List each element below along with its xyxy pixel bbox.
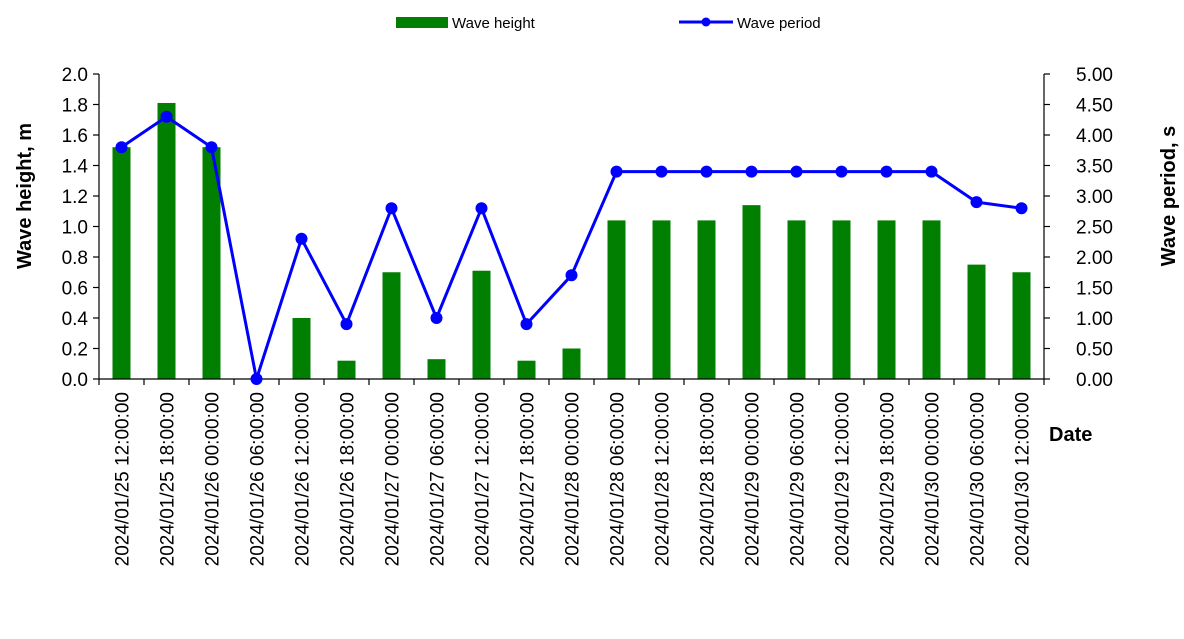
point-wave-period (475, 202, 488, 215)
x-tick-label: 2024/01/27 00:00:00 (383, 392, 404, 566)
bar-wave-height (337, 360, 356, 379)
y2-tick-label: 5.00 (1076, 65, 1113, 86)
y-axis-title: Wave height, m (14, 123, 36, 269)
y-tick-label: 0.4 (62, 309, 89, 330)
y-tick-label: 1.2 (62, 187, 88, 208)
y2-tick-label: 1.50 (1076, 279, 1113, 300)
bar-wave-height (697, 220, 716, 379)
point-wave-period (160, 110, 173, 123)
y-tick-label: 1.8 (62, 96, 88, 117)
x-axis-title: Date (1049, 424, 1092, 446)
point-wave-period (700, 165, 713, 178)
y-tick-label: 1.6 (62, 126, 88, 147)
bar-wave-height (742, 205, 761, 379)
point-wave-period (970, 196, 983, 209)
y2-tick-label: 1.00 (1076, 309, 1113, 330)
x-tick-label: 2024/01/25 12:00:00 (113, 392, 134, 566)
y-tick-label: 1.0 (62, 218, 88, 239)
x-tick-label: 2024/01/26 06:00:00 (248, 392, 269, 566)
bar-wave-height (562, 348, 581, 379)
bar-wave-height (112, 147, 131, 379)
bar-wave-height (967, 264, 986, 379)
point-wave-period (385, 202, 398, 215)
bar-wave-height (202, 147, 221, 379)
legend-label-wave-period: Wave period (737, 15, 821, 32)
x-tick-label: 2024/01/29 12:00:00 (833, 392, 854, 566)
y2-tick-label: 4.50 (1076, 96, 1113, 117)
y2-tick-label: 4.00 (1076, 126, 1113, 147)
y2-tick-label: 3.50 (1076, 157, 1113, 178)
x-tick-label: 2024/01/29 18:00:00 (878, 392, 899, 566)
x-tick-label: 2024/01/27 12:00:00 (473, 392, 494, 566)
bar-wave-height (877, 220, 896, 379)
y2-tick-label: 0.50 (1076, 340, 1113, 361)
bar-wave-height (832, 220, 851, 379)
point-wave-period (745, 165, 758, 178)
bar-wave-height (382, 272, 401, 379)
x-tick-label: 2024/01/28 00:00:00 (563, 392, 584, 566)
x-tick-label: 2024/01/30 12:00:00 (1013, 392, 1034, 566)
y-tick-label: 0.2 (62, 340, 88, 361)
x-tick-label: 2024/01/26 00:00:00 (203, 392, 224, 566)
y-tick-label: 1.4 (62, 157, 89, 178)
bar-wave-height (652, 220, 671, 379)
point-wave-period (565, 269, 578, 282)
point-wave-period (790, 165, 803, 178)
x-tick-label: 2024/01/30 00:00:00 (923, 392, 944, 566)
x-tick-label: 2024/01/29 00:00:00 (743, 392, 764, 566)
point-wave-period (1015, 202, 1028, 215)
x-tick-label: 2024/01/26 18:00:00 (338, 392, 359, 566)
bar-wave-height (472, 270, 491, 379)
legend-swatch-wave-height (396, 17, 448, 28)
x-tick-label: 2024/01/27 18:00:00 (518, 392, 539, 566)
bar-wave-height (427, 359, 446, 379)
x-tick-label: 2024/01/29 06:00:00 (788, 392, 809, 566)
bar-wave-height (292, 318, 311, 379)
bar-wave-height (517, 360, 536, 379)
point-wave-period (250, 373, 263, 385)
x-tick-label: 2024/01/28 06:00:00 (608, 392, 629, 566)
point-wave-period (880, 165, 893, 178)
bar-wave-height (922, 220, 941, 379)
point-wave-period (115, 141, 128, 154)
point-wave-period (295, 232, 308, 245)
point-wave-period (340, 318, 353, 331)
y2-tick-label: 3.00 (1076, 187, 1113, 208)
y2-tick-label: 2.50 (1076, 218, 1113, 239)
point-wave-period (430, 312, 443, 324)
y-tick-label: 0.8 (62, 248, 88, 269)
point-wave-period (835, 165, 848, 178)
y2-tick-label: 2.00 (1076, 248, 1113, 269)
x-tick-label: 2024/01/27 06:00:00 (428, 392, 449, 566)
point-wave-period (655, 165, 668, 178)
bar-wave-height (787, 220, 806, 379)
y2-axis-title: Wave period, s (1158, 126, 1180, 266)
legend: Wave height Wave period (396, 15, 821, 32)
y-tick-label: 0.0 (62, 370, 88, 391)
point-wave-period (610, 165, 623, 178)
bar-wave-height (607, 220, 626, 379)
y-tick-label: 0.6 (62, 279, 88, 300)
x-tick-label: 2024/01/28 12:00:00 (653, 392, 674, 566)
plot-area: 0.0 0.2 0.4 0.6 0.8 1.0 1.2 1.4 1.6 1.8 2.0 0.00 0.5… (62, 65, 1113, 566)
point-wave-period (925, 165, 938, 178)
x-tick-label: 2024/01/28 18:00:00 (698, 392, 719, 566)
legend-label-wave-height: Wave height (452, 15, 536, 32)
bar-wave-height (1012, 272, 1031, 379)
bar-wave-height (157, 102, 176, 379)
y2-tick-label: 0.00 (1076, 370, 1113, 391)
y-tick-label: 2.0 (62, 65, 88, 86)
point-wave-period (520, 318, 533, 331)
legend-swatch-wave-period-marker (701, 17, 711, 27)
x-tick-label: 2024/01/26 12:00:00 (293, 392, 314, 566)
x-tick-label: 2024/01/30 06:00:00 (968, 392, 989, 566)
point-wave-period (205, 141, 218, 154)
x-tick-label: 2024/01/25 18:00:00 (158, 392, 179, 566)
